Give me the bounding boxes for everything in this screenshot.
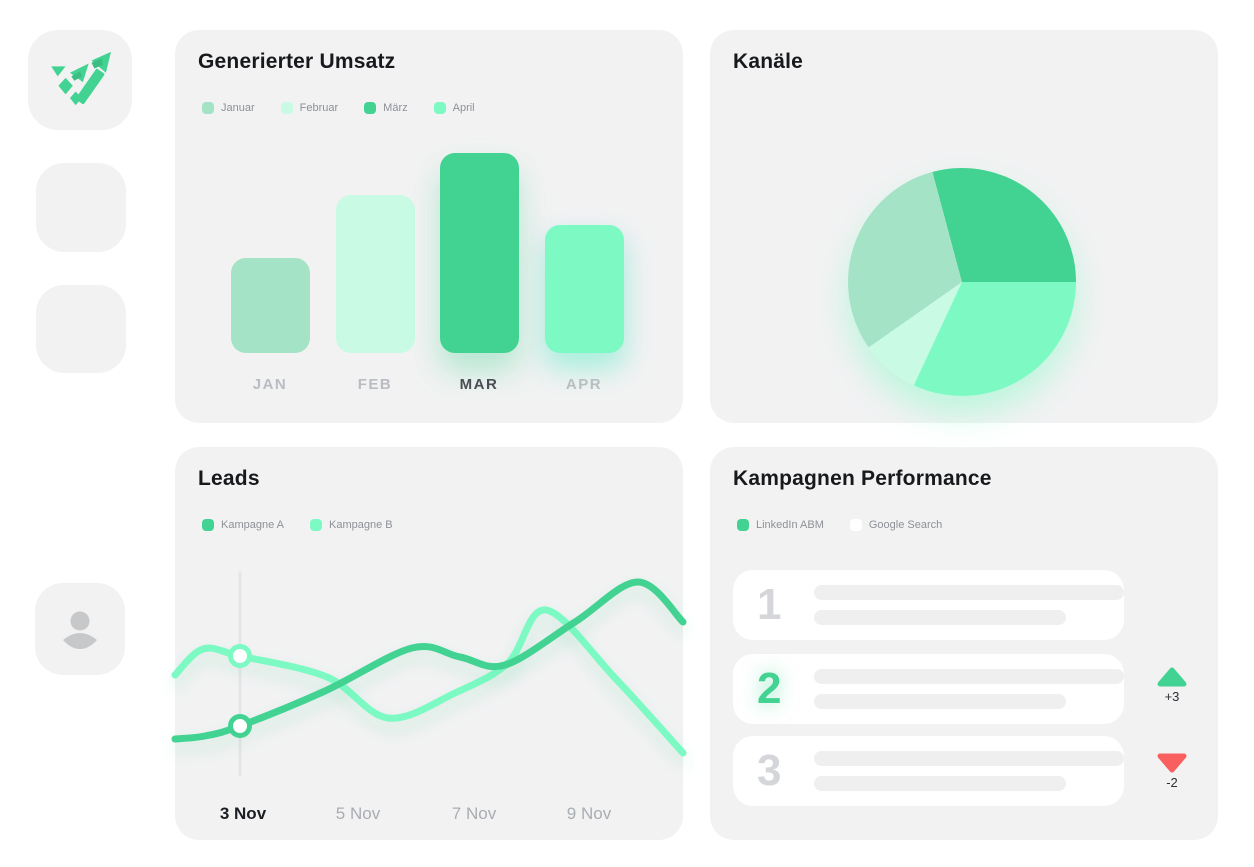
- sidebar-item-placeholder-1[interactable]: [36, 163, 126, 252]
- x-tick-mar-active[interactable]: MAR: [459, 376, 499, 393]
- legend-swatch: [364, 102, 377, 114]
- legend-label: Google Search: [868, 519, 943, 531]
- ranking-row-3[interactable]: 3: [733, 736, 1124, 806]
- rank-delta-down: -2: [1148, 753, 1196, 790]
- legend-label: Kampagne A: [221, 519, 284, 531]
- rank-number-highlighted: 2: [757, 664, 782, 713]
- rank-delta-up: +3: [1148, 667, 1196, 704]
- leads-line-chart[interactable]: [171, 560, 687, 790]
- row-skeleton-text: [814, 669, 1124, 709]
- legend-item-kampagne-a[interactable]: Kampagne A: [202, 519, 284, 531]
- x-tick-3nov-active[interactable]: 3 Nov: [219, 804, 267, 823]
- line-series-kampagne-a[interactable]: [171, 578, 687, 743]
- bar-mar[interactable]: [440, 153, 519, 353]
- campaign-ranking-list: 1 2 3: [733, 570, 1124, 820]
- x-tick-feb[interactable]: FEB: [357, 376, 393, 393]
- x-tick-9nov[interactable]: 9 Nov: [566, 804, 612, 823]
- legend-swatch: [849, 519, 862, 531]
- legend-label: Februar: [299, 102, 339, 114]
- line-series-kampagne-b[interactable]: [171, 606, 687, 757]
- ranking-row-1[interactable]: 1: [733, 570, 1124, 640]
- legend-label: April: [452, 102, 475, 114]
- ranking-row-2[interactable]: 2: [733, 654, 1124, 724]
- sidebar-logo-tile[interactable]: [28, 30, 132, 130]
- legend-label: Januar: [221, 102, 255, 114]
- legend-swatch: [433, 102, 446, 114]
- revenue-card: Generierter Umsatz Januar Februar März A…: [175, 30, 683, 423]
- legend-swatch: [202, 519, 214, 531]
- row-skeleton-text: [814, 585, 1124, 625]
- user-avatar[interactable]: [35, 583, 125, 675]
- x-tick-apr[interactable]: APR: [565, 376, 603, 393]
- legend-item-maerz[interactable]: März: [364, 102, 408, 114]
- leads-card-title: Leads: [198, 467, 260, 490]
- revenue-card-title: Generierter Umsatz: [198, 50, 396, 73]
- x-tick-jan[interactable]: JAN: [252, 376, 288, 393]
- legend-item-google-search[interactable]: Google Search: [849, 519, 943, 531]
- delta-value: +3: [1164, 689, 1180, 704]
- revenue-bar-chart: [175, 153, 683, 353]
- bar-apr[interactable]: [545, 225, 624, 353]
- rank-number: 1: [757, 580, 782, 629]
- data-point-marker[interactable]: [228, 714, 252, 738]
- legend-label: Kampagne B: [329, 519, 393, 531]
- campaigns-card-title: Kampagnen Performance: [733, 467, 992, 490]
- legend-label: LinkedIn ABM: [756, 519, 824, 531]
- channels-pie-chart[interactable]: [848, 168, 1076, 396]
- brand-logo-icon: [44, 49, 116, 111]
- legend-item-kampagne-b[interactable]: Kampagne B: [310, 519, 393, 531]
- x-tick-5nov[interactable]: 5 Nov: [335, 804, 381, 823]
- legend-item-linkedin-abm[interactable]: LinkedIn ABM: [737, 519, 824, 531]
- legend-swatch: [280, 102, 293, 114]
- legend-swatch: [310, 519, 322, 531]
- x-tick-7nov[interactable]: 7 Nov: [451, 804, 497, 823]
- revenue-x-axis: JAN FEB MAR APR: [175, 376, 683, 400]
- legend-swatch: [202, 102, 214, 114]
- channels-card-title: Kanäle: [733, 50, 804, 73]
- row-skeleton-text: [814, 751, 1124, 791]
- legend-swatch: [737, 519, 749, 531]
- legend-item-februar[interactable]: Februar: [280, 102, 339, 114]
- arrow-up-icon: [1157, 667, 1187, 687]
- leads-card: Leads Kampagne A Kampagne B 3 Nov 5 Nov …: [171, 447, 687, 840]
- person-icon: [52, 601, 108, 657]
- legend-item-januar[interactable]: Januar: [202, 102, 255, 114]
- campaigns-card: Kampagnen Performance LinkedIn ABM Googl…: [710, 447, 1218, 840]
- sidebar-item-placeholder-2[interactable]: [36, 285, 126, 373]
- channels-card: Kanäle: [710, 30, 1218, 423]
- delta-value: -2: [1166, 775, 1178, 790]
- rank-number: 3: [757, 746, 782, 795]
- bar-jan[interactable]: [231, 258, 310, 353]
- leads-x-axis: 3 Nov 5 Nov 7 Nov 9 Nov: [175, 804, 683, 828]
- data-point-marker[interactable]: [228, 644, 252, 668]
- bar-feb[interactable]: [336, 195, 415, 353]
- legend-label: März: [383, 102, 408, 114]
- revenue-legend: Januar Februar März April: [202, 102, 475, 114]
- campaigns-legend: LinkedIn ABM Google Search: [737, 519, 942, 531]
- leads-legend: Kampagne A Kampagne B: [202, 519, 393, 531]
- legend-item-april[interactable]: April: [433, 102, 475, 114]
- arrow-down-icon: [1157, 753, 1187, 773]
